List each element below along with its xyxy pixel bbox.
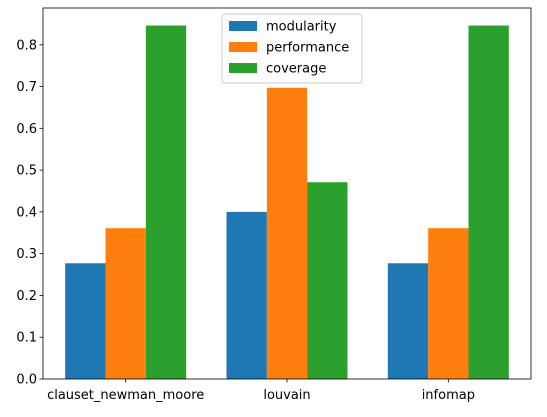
- legend-swatch-coverage: [229, 63, 257, 73]
- y-tick-label: 0.2: [16, 289, 37, 304]
- y-tick-label: 0.1: [16, 331, 37, 346]
- bar-modularity-clauset_newman_moore: [65, 263, 106, 379]
- x-tick-label: louvain: [263, 388, 310, 403]
- y-tick-label: 0.4: [16, 205, 37, 220]
- y-tick-label: 0.7: [16, 80, 37, 95]
- bar-performance-louvain: [266, 87, 308, 379]
- y-tick-label: 0.6: [16, 122, 37, 137]
- legend: modularity performance coverage: [221, 13, 363, 84]
- x-tick-label: infomap: [422, 388, 475, 403]
- legend-label-coverage: coverage: [266, 62, 326, 77]
- legend-label-performance: performance: [266, 41, 349, 56]
- legend-label-modularity: modularity: [266, 20, 337, 35]
- bar-coverage-clauset_newman_moore: [145, 25, 187, 379]
- y-tick-label: 0.0: [16, 373, 37, 388]
- legend-swatch-performance: [229, 42, 257, 52]
- y-tick-label: 0.8: [16, 38, 37, 53]
- y-tick-label: 0.5: [16, 164, 37, 179]
- bar-modularity-louvain: [226, 211, 267, 379]
- bar-coverage-louvain: [307, 182, 348, 379]
- x-tick-label: clauset_newman_moore: [47, 388, 204, 403]
- bar-performance-clauset_newman_moore: [105, 228, 146, 379]
- legend-swatch-modularity: [229, 21, 257, 31]
- bar-coverage-infomap: [468, 25, 509, 379]
- bar-modularity-infomap: [387, 263, 429, 379]
- axes-layer: 0.0 0.1 0.2 0.3 0.4 0.5 0.6 0.7 0.8 clauset_newma…: [16, 7, 532, 403]
- bars-layer: [65, 25, 509, 379]
- bar-performance-infomap: [428, 228, 469, 379]
- y-tick-label: 0.3: [16, 247, 37, 262]
